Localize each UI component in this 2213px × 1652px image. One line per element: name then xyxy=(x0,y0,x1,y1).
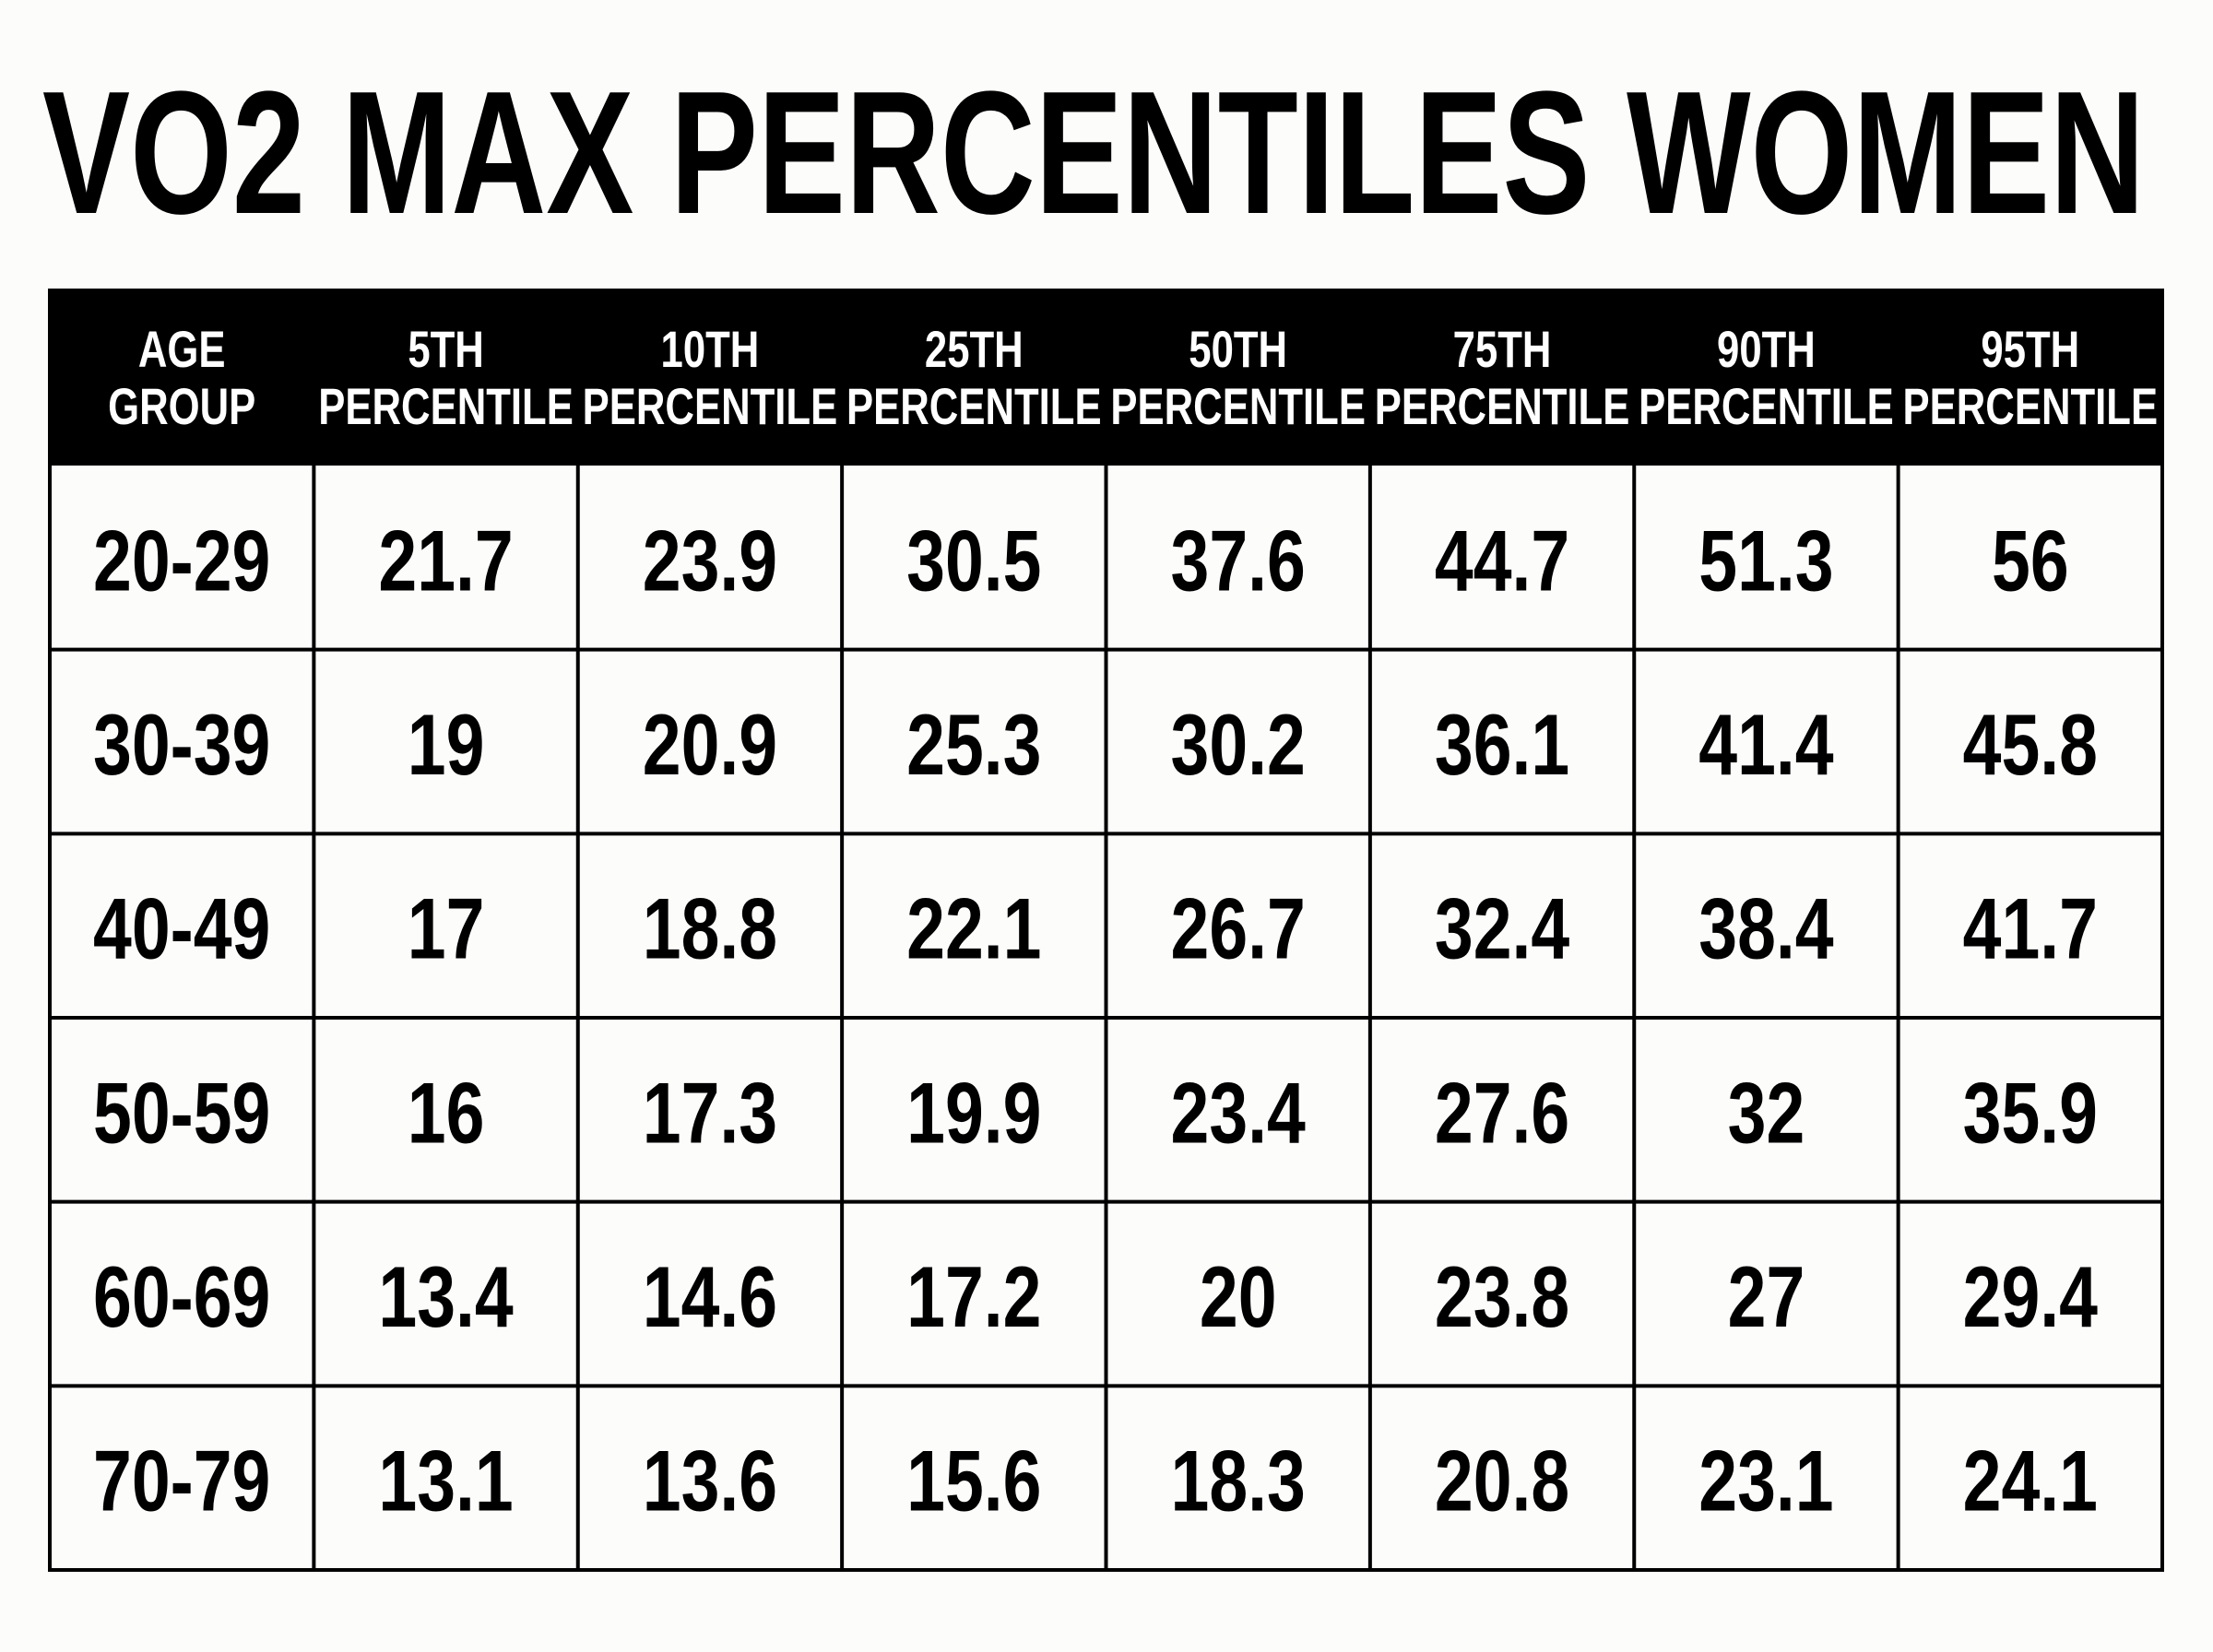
table-cell: 20.8 xyxy=(1435,1434,1569,1530)
header-cell: 75TH xyxy=(1453,321,1552,378)
header-cell: 5TH xyxy=(408,321,483,378)
header-cell: GROUP xyxy=(108,378,255,435)
header-cell: PERCENTILE xyxy=(1903,378,2159,435)
header-cell: AGE xyxy=(138,321,226,378)
table-cell: 20-29 xyxy=(93,513,270,609)
table-cell: 25.3 xyxy=(906,697,1041,794)
table-cell: 14.6 xyxy=(643,1249,777,1346)
header-cell: 50TH xyxy=(1189,321,1287,378)
table-cell: 17.2 xyxy=(906,1249,1041,1346)
table-cell: 45.8 xyxy=(1963,697,2098,794)
table-cell: 29.4 xyxy=(1963,1249,2098,1346)
table-cell: 35.9 xyxy=(1963,1065,2098,1162)
header-cell: 25TH xyxy=(925,321,1024,378)
table-cell: 15.6 xyxy=(906,1434,1041,1530)
table-cell: 24.1 xyxy=(1963,1434,2098,1530)
title: VO2 MAX PERCENTILES WOMEN xyxy=(42,55,2145,251)
table-cell: 27 xyxy=(1728,1249,1805,1346)
table-cell: 13.1 xyxy=(378,1434,513,1530)
header-cell: 10TH xyxy=(661,321,760,378)
table-cell: 40-49 xyxy=(93,881,270,978)
table-cell: 13.4 xyxy=(378,1249,513,1346)
table-cell: 22.1 xyxy=(906,881,1041,978)
table-cell: 20 xyxy=(1200,1249,1277,1346)
table-cell: 23.4 xyxy=(1171,1065,1306,1162)
header-cell: PERCENTILE xyxy=(1110,378,1366,435)
header-cell: PERCENTILE xyxy=(318,378,574,435)
table-cell: 41.7 xyxy=(1963,881,2098,978)
table-cell: 32.4 xyxy=(1435,881,1569,978)
table-cell: 30.2 xyxy=(1171,697,1306,794)
table-cell: 32 xyxy=(1728,1065,1805,1162)
table-cell: 36.1 xyxy=(1435,697,1569,794)
table-cell: 18.8 xyxy=(643,881,777,978)
header-cell: 95TH xyxy=(1981,321,2079,378)
table-cell: 21.7 xyxy=(378,513,513,609)
table-cell: 44.7 xyxy=(1435,513,1569,609)
table-cell: 41.4 xyxy=(1698,697,1833,794)
table-border xyxy=(48,289,2164,1572)
table-cell: 20.9 xyxy=(643,697,777,794)
table-cell: 23.9 xyxy=(643,513,777,609)
header-cell: PERCENTILE xyxy=(1639,378,1894,435)
table-cell: 30-39 xyxy=(93,697,270,794)
table-cell: 16 xyxy=(408,1065,485,1162)
table-cell: 23.1 xyxy=(1698,1434,1833,1530)
table-cell: 19 xyxy=(408,697,485,794)
table-cell: 50-59 xyxy=(93,1065,270,1162)
table-cell: 13.6 xyxy=(643,1434,777,1530)
table-cell: 70-79 xyxy=(93,1434,270,1530)
table-cell: 38.4 xyxy=(1698,881,1833,978)
table-cell: 37.6 xyxy=(1171,513,1306,609)
table-cell: 60-69 xyxy=(93,1249,270,1346)
table-cell: 19.9 xyxy=(906,1065,1041,1162)
header-cell: 90TH xyxy=(1717,321,1816,378)
header-cell: PERCENTILE xyxy=(583,378,838,435)
header-cell: PERCENTILE xyxy=(846,378,1102,435)
table-cell: 26.7 xyxy=(1171,881,1306,978)
table-cell: 30.5 xyxy=(906,513,1041,609)
header-cell: PERCENTILE xyxy=(1375,378,1630,435)
table-cell: 23.8 xyxy=(1435,1249,1569,1346)
table-cell: 17 xyxy=(408,881,485,978)
header-background xyxy=(50,290,2162,466)
table-cell: 56 xyxy=(1992,513,2069,609)
table: AGEGROUP5THPERCENTILE10THPERCENTILE25THP… xyxy=(48,289,2164,1572)
table-cell: 17.3 xyxy=(643,1065,777,1162)
table-cell: 18.3 xyxy=(1171,1434,1306,1530)
table-cell: 51.3 xyxy=(1698,513,1833,609)
table-cell: 27.6 xyxy=(1435,1065,1569,1162)
